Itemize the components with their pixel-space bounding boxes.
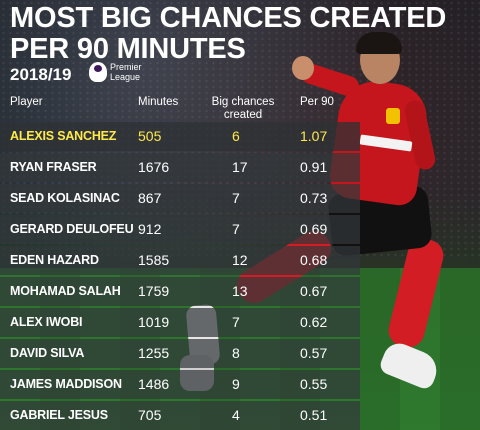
big-chances-value: 8 — [232, 345, 240, 361]
player-name: RYAN FRASER — [10, 160, 97, 174]
per-90-value: 0.91 — [300, 159, 328, 175]
table-row: ALEXIS SANCHEZ 505 6 1.07 — [0, 122, 360, 151]
table-row: GABRIEL JESUS 705 4 0.51 — [0, 401, 360, 430]
player-name: JAMES MADDISON — [10, 377, 122, 391]
per-90-value: 0.57 — [300, 345, 328, 361]
per-90-value: 0.73 — [300, 190, 328, 206]
minutes-value: 1676 — [138, 159, 170, 175]
minutes-value: 912 — [138, 221, 162, 237]
per-90-value: 0.67 — [300, 283, 328, 299]
table-row: RYAN FRASER 1676 17 0.91 — [0, 153, 360, 182]
minutes-value: 1759 — [138, 283, 170, 299]
player-name: MOHAMAD SALAH — [10, 284, 121, 298]
season-label: 2018/19 — [10, 65, 72, 84]
table-row: DAVID SILVA 1255 8 0.57 — [0, 339, 360, 368]
header-player: Player — [10, 96, 43, 108]
premier-league-logo: Premier League — [89, 62, 142, 82]
per-90-value: 0.68 — [300, 252, 328, 268]
big-chances-value: 13 — [232, 283, 248, 299]
player-name: ALEXIS SANCHEZ — [10, 129, 117, 143]
lion-icon — [89, 62, 107, 82]
minutes-value: 1486 — [138, 376, 170, 392]
minutes-value: 1019 — [138, 314, 170, 330]
club-badge-icon — [386, 108, 400, 124]
stats-table: Player Minutes Big chances created Per 9… — [0, 94, 360, 430]
player-name: GERARD DEULOFEU — [10, 222, 134, 236]
player-name: DAVID SILVA — [10, 346, 85, 360]
per-90-value: 0.62 — [300, 314, 328, 330]
header-per-90: Per 90 — [300, 96, 334, 108]
league-logo-line-2: League — [110, 72, 141, 82]
big-chances-value: 9 — [232, 376, 240, 392]
big-chances-value: 12 — [232, 252, 248, 268]
header-minutes: Minutes — [138, 96, 179, 108]
minutes-value: 1585 — [138, 252, 170, 268]
minutes-value: 867 — [138, 190, 162, 206]
player-name: ALEX IWOBI — [10, 315, 83, 329]
header-big-chances-line-1: Big chances — [211, 96, 275, 108]
table-row: GERARD DEULOFEU 912 7 0.69 — [0, 215, 360, 244]
big-chances-value: 6 — [232, 128, 240, 144]
table-row: SEAD KOLASINAC 867 7 0.73 — [0, 184, 360, 213]
title-line-2: PER 90 MINUTES — [10, 33, 246, 65]
per-90-value: 0.69 — [300, 221, 328, 237]
player-name: SEAD KOLASINAC — [10, 191, 120, 205]
league-logo-line-1: Premier — [110, 62, 142, 72]
minutes-value: 705 — [138, 407, 162, 423]
player-name: EDEN HAZARD — [10, 253, 99, 267]
player-hair — [356, 32, 402, 54]
player-name: GABRIEL JESUS — [10, 408, 108, 422]
table-header: Player Minutes Big chances created Per 9… — [0, 94, 360, 122]
table-row: JAMES MADDISON 1486 9 0.55 — [0, 370, 360, 399]
per-90-value: 0.55 — [300, 376, 328, 392]
big-chances-value: 4 — [232, 407, 240, 423]
per-90-value: 1.07 — [300, 128, 328, 144]
header-big-chances: Big chances created — [207, 96, 279, 122]
minutes-value: 505 — [138, 128, 162, 144]
league-logo-text: Premier League — [110, 62, 142, 82]
player-hand — [292, 56, 314, 80]
title-line-1: MOST BIG CHANCES CREATED — [10, 2, 447, 34]
table-row: ALEX IWOBI 1019 7 0.62 — [0, 308, 360, 337]
table-row: EDEN HAZARD 1585 12 0.68 — [0, 246, 360, 275]
big-chances-value: 7 — [232, 190, 240, 206]
big-chances-value: 17 — [232, 159, 248, 175]
table-row: MOHAMAD SALAH 1759 13 0.67 — [0, 277, 360, 306]
big-chances-value: 7 — [232, 314, 240, 330]
header-big-chances-line-2: created — [223, 109, 263, 121]
big-chances-value: 7 — [232, 221, 240, 237]
per-90-value: 0.51 — [300, 407, 328, 423]
minutes-value: 1255 — [138, 345, 170, 361]
page-title: MOST BIG CHANCES CREATED PER 90 MINUTES — [10, 3, 446, 65]
